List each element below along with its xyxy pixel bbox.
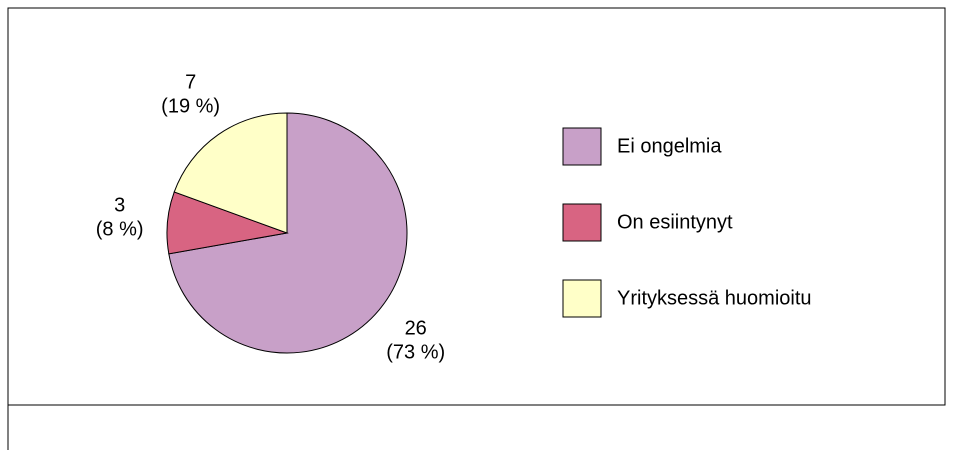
legend-label: Yrityksessä huomioitu [617, 287, 812, 309]
legend-label: On esiintynyt [617, 211, 733, 233]
percent-label: (8 %) [96, 219, 144, 241]
value-label: 7 [185, 72, 196, 94]
legend-label: Ei ongelmia [617, 135, 722, 157]
percent-label: (19 %) [161, 96, 220, 118]
legend-swatch [562, 127, 602, 166]
legend-swatch [562, 203, 602, 242]
pie-slice [173, 112, 288, 234]
frame [7, 7, 946, 450]
percent-label: (73 %) [386, 341, 445, 363]
value-label: 3 [114, 195, 125, 217]
legend-swatch [562, 279, 602, 318]
value-label: 26 [405, 317, 427, 339]
